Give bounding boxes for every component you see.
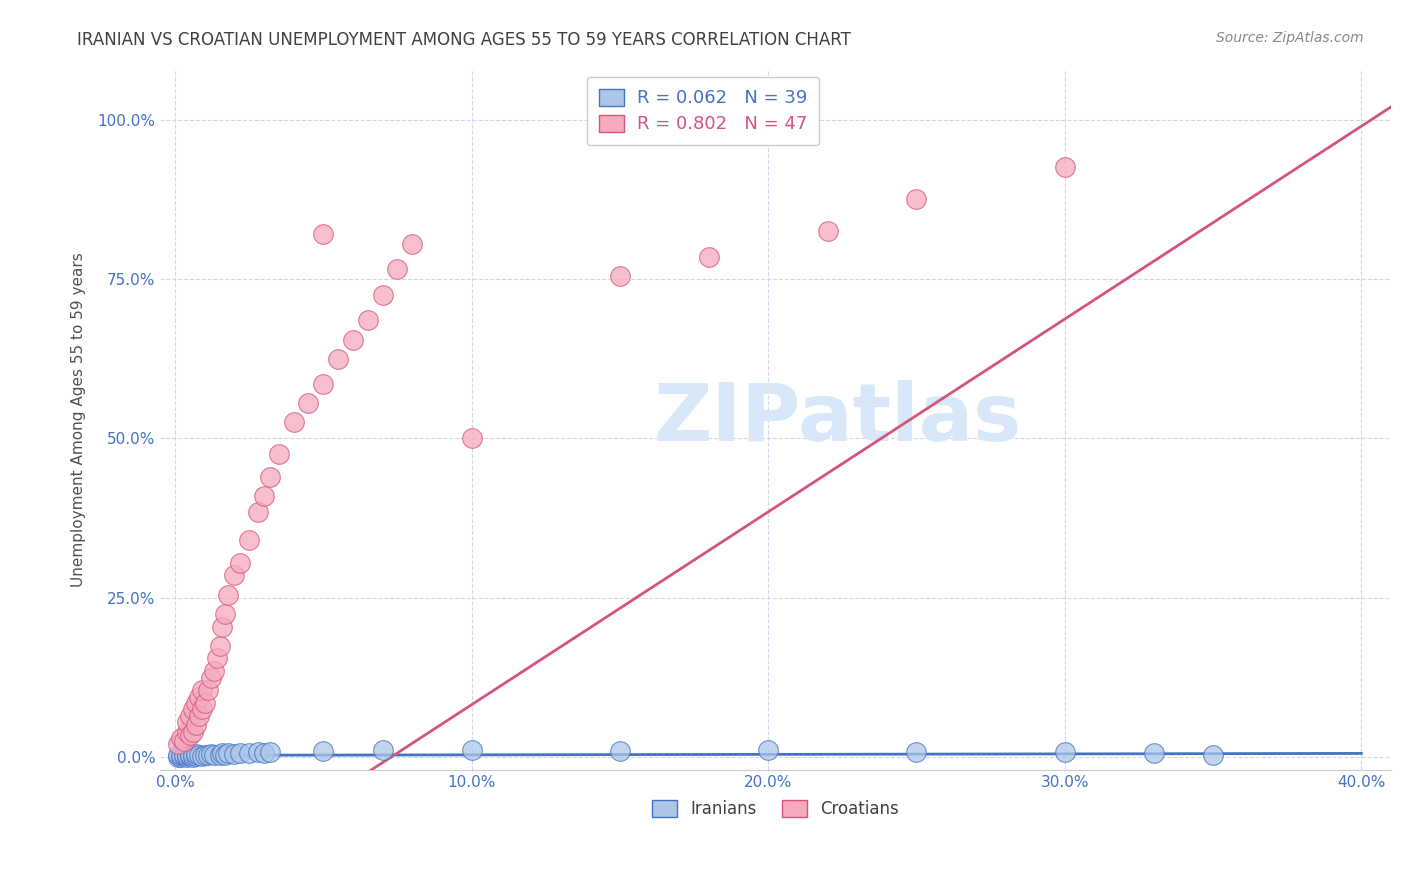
Point [184,747,207,761]
Point [253,489,276,503]
Point [173,734,195,748]
Point [1202,748,1225,763]
Point [181,724,204,739]
Point [202,747,225,762]
Point [170,731,193,745]
Point [247,505,270,519]
Point [1053,745,1076,759]
Point [194,747,217,762]
Point [181,702,204,716]
Point [181,748,204,763]
Point [184,748,207,763]
Point [179,748,201,763]
Point [173,748,195,763]
Point [460,742,482,756]
Point [217,746,239,760]
Point [184,718,207,732]
Point [211,747,233,761]
Point [259,745,281,759]
Point [342,333,364,347]
Point [328,351,350,366]
Point [194,696,217,710]
Point [190,683,212,698]
Point [214,607,236,621]
Point [609,268,631,283]
Point [181,749,204,764]
Point [170,749,193,764]
Point [371,288,394,302]
Point [187,748,209,763]
Point [817,224,839,238]
Point [259,469,281,483]
Y-axis label: Unemployment Among Ages 55 to 59 years: Unemployment Among Ages 55 to 59 years [72,252,86,587]
Point [401,236,423,251]
Point [1143,747,1166,761]
Point [229,746,252,760]
Text: ZIPatlas: ZIPatlas [652,380,1021,458]
Point [176,749,198,764]
Point [214,747,236,762]
Point [179,708,201,723]
Point [167,738,190,752]
Point [179,728,201,742]
Point [176,724,198,739]
Point [312,744,335,758]
Point [905,744,928,758]
Point [208,639,231,653]
Point [170,747,193,762]
Point [184,696,207,710]
Point [208,748,231,763]
Point [609,744,631,758]
Point [357,313,380,327]
Text: Source: ZipAtlas.com: Source: ZipAtlas.com [1216,31,1364,45]
Point [176,715,198,730]
Point [229,556,252,570]
Point [253,746,276,760]
Point [312,227,335,242]
Point [167,748,190,763]
Point [460,431,482,445]
Point [202,664,225,678]
Point [283,416,305,430]
Point [224,568,246,582]
Point [211,619,233,633]
Point [217,588,239,602]
Point [197,683,219,698]
Point [312,377,335,392]
Point [224,747,246,761]
Point [187,708,209,723]
Point [238,747,260,761]
Point [187,690,209,704]
Point [190,748,212,763]
Point [190,702,212,716]
Point [167,749,190,764]
Text: IRANIAN VS CROATIAN UNEMPLOYMENT AMONG AGES 55 TO 59 YEARS CORRELATION CHART: IRANIAN VS CROATIAN UNEMPLOYMENT AMONG A… [77,31,851,49]
Point [387,262,409,277]
Point [176,748,198,763]
Point [756,743,779,757]
Legend: Iranians, Croatians: Iranians, Croatians [645,793,905,825]
Point [179,747,201,762]
Point [200,671,222,685]
Point [297,396,319,410]
Point [173,747,195,762]
Point [371,743,394,757]
Point [1053,161,1076,175]
Point [205,651,228,665]
Point [697,250,720,264]
Point [197,748,219,763]
Point [238,533,260,548]
Point [200,747,222,761]
Point [247,745,270,759]
Point [267,447,290,461]
Point [905,192,928,206]
